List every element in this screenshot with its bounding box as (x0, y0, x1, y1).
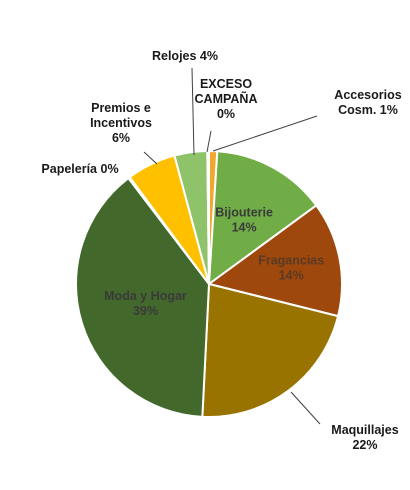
label-premios-e-incentivos: Premios e Incentivos 6% (90, 101, 152, 145)
leader-accesorios-cosm (212, 115, 318, 152)
label-line: 14% (279, 268, 304, 282)
pie-slices (75, 149, 343, 418)
leader-relojes (191, 67, 195, 156)
label-maquillajes: Maquillajes 22% (331, 423, 398, 452)
label-moda-y-hogar: Moda y Hogar 39% (104, 289, 187, 318)
slice-maquillajes (201, 282, 340, 418)
leader-lines (143, 67, 321, 425)
label-line: Accesorios (334, 88, 401, 102)
slice-moda-y-hogar (75, 176, 211, 418)
label-line: Bijouterie (215, 205, 273, 219)
label-line: Premios e (91, 101, 151, 115)
label-line: Maquillajes (331, 423, 398, 437)
label-papeleria: Papelería 0% (41, 162, 118, 176)
label-line: Papelería 0% (41, 162, 118, 176)
label-line: EXCESO (200, 77, 252, 91)
label-line: Fragancias (258, 253, 324, 267)
label-line: 39% (133, 304, 158, 318)
label-accesorios-cosm: Accesorios Cosm. 1% (334, 88, 401, 117)
label-exceso-campana: EXCESO CAMPAÑA 0% (195, 77, 258, 121)
label-bijouterie: Bijouterie 14% (215, 205, 273, 234)
leader-premios-e-incentivos (143, 151, 158, 165)
label-line: 22% (352, 438, 377, 452)
label-line: Relojes 4% (152, 49, 218, 63)
slice-bijouterie (207, 150, 318, 287)
label-fragancias: Fragancias 14% (258, 253, 324, 282)
label-line: Moda y Hogar (104, 289, 187, 303)
label-relojes: Relojes 4% (152, 49, 218, 63)
label-line: 14% (232, 220, 257, 234)
data-labels: Accesorios Cosm. 1%Bijouterie 14%Fragancia… (41, 49, 401, 452)
leader-maquillajes (290, 391, 321, 425)
label-line: Incentivos (90, 116, 152, 130)
label-line: 0% (217, 107, 235, 121)
label-line: CAMPAÑA (195, 91, 258, 106)
leader-exceso-campana (206, 130, 212, 153)
label-line: Cosm. 1% (338, 103, 398, 117)
slice-fragancias (206, 204, 343, 318)
label-line: 6% (112, 131, 130, 145)
